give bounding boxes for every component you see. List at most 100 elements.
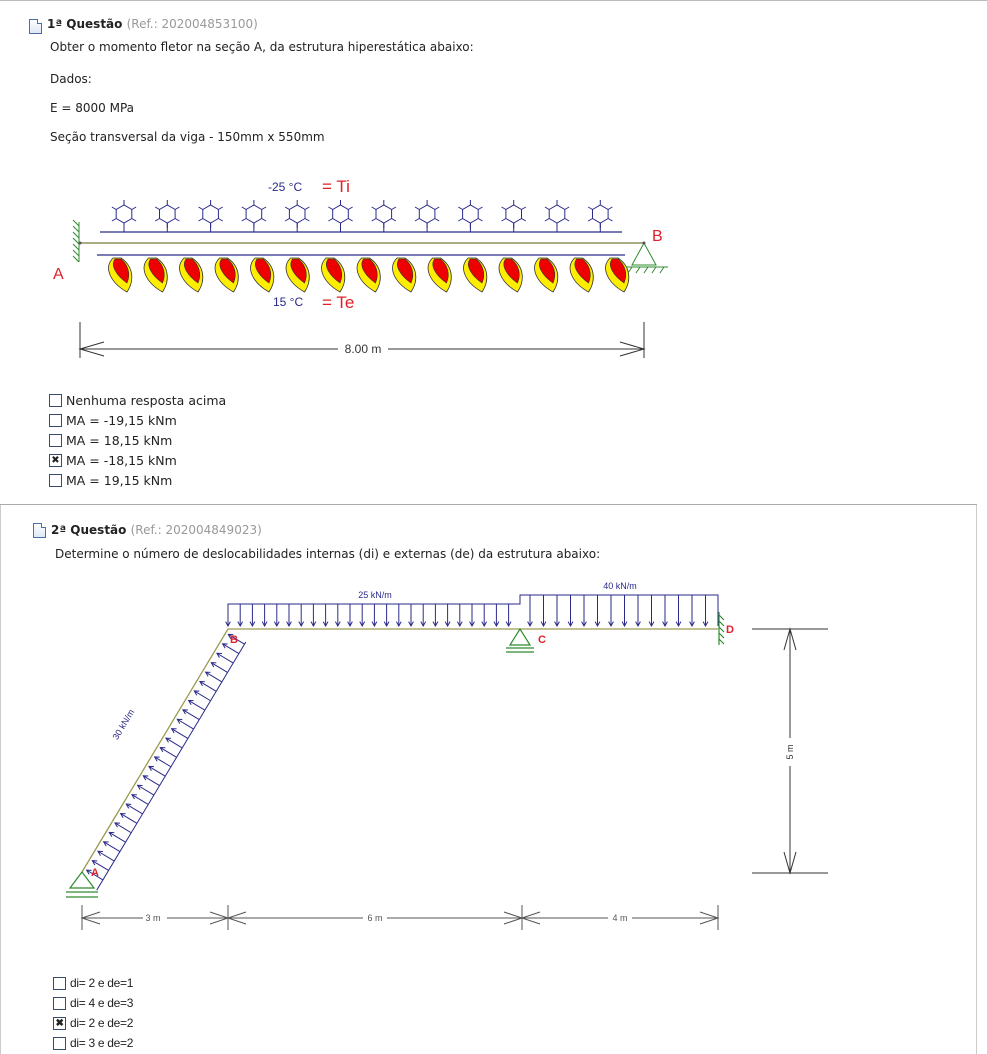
answer-label: di= 4 e de=3 — [70, 996, 134, 1010]
load-arrow — [159, 747, 177, 758]
load-arrow — [359, 604, 366, 628]
node-c-label: C — [538, 634, 546, 646]
answer-checkbox[interactable] — [49, 394, 62, 407]
panel-left-border — [0, 505, 1, 1054]
snowflakes-group — [111, 200, 613, 232]
load-arrow — [420, 604, 427, 628]
load-arrow — [481, 604, 488, 628]
height-dimension — [752, 627, 828, 875]
flame-icon — [285, 257, 310, 293]
answer-checkbox[interactable]: ✖ — [49, 454, 62, 467]
load-arrow — [444, 604, 451, 628]
flame-icon — [143, 257, 168, 293]
snowflake-icon — [198, 200, 223, 232]
load-arrow — [493, 604, 500, 628]
snowflake-icon — [544, 200, 570, 232]
load-arrow — [142, 775, 160, 787]
answer-option[interactable]: ✖ di= 2 e de=2 — [53, 1016, 133, 1030]
answer-option[interactable]: ✖ MA = -18,15 kNm — [49, 453, 177, 468]
load-arrow — [165, 737, 183, 749]
answer-checkbox[interactable]: ✖ — [53, 1016, 66, 1030]
flame-icon — [321, 257, 346, 293]
span-3-label: 4 m — [612, 913, 627, 923]
node-d-label: D — [726, 624, 734, 636]
load-arrow — [125, 803, 143, 815]
panel-right-border — [976, 505, 977, 1054]
answer-option[interactable]: MA = -19,15 kNm — [49, 413, 177, 428]
load-arrow — [153, 756, 172, 768]
span-dimension — [78, 322, 646, 358]
question-statement: Determine o número de deslocabilidades i… — [55, 547, 601, 561]
load-arrow — [371, 604, 378, 628]
load-arrow — [675, 595, 682, 628]
load-arrow — [567, 595, 574, 628]
answer-option[interactable]: Nenhuma resposta acima — [49, 393, 226, 408]
answer-checkbox[interactable] — [49, 434, 62, 447]
answer-label: MA = -18,15 kNm — [66, 453, 177, 468]
load-arrow — [286, 604, 292, 628]
load-arrow — [182, 709, 200, 721]
load-arrow — [187, 699, 206, 711]
load-arrow — [540, 595, 547, 628]
load-arrow — [648, 595, 655, 628]
answer-option[interactable]: MA = 19,15 kNm — [49, 473, 172, 488]
snowflake-icon — [111, 200, 137, 232]
data-modulus: E = 8000 MPa — [50, 101, 135, 115]
load-arrow — [608, 595, 614, 628]
answer-checkbox[interactable] — [49, 474, 62, 487]
answer-option[interactable]: di= 2 e de=1 — [53, 976, 133, 990]
answer-checkbox[interactable] — [53, 976, 66, 990]
question-statement: Obter o momento fletor na seção A, da es… — [50, 40, 474, 54]
answer-checkbox[interactable] — [53, 1036, 66, 1050]
snowflake-icon — [328, 200, 353, 232]
load-arrow — [702, 595, 709, 628]
te-label: = Te — [322, 293, 354, 312]
load-arrow — [408, 604, 414, 628]
flame-icon — [427, 257, 452, 293]
load-arrow — [581, 595, 587, 628]
load-arrow — [689, 595, 695, 628]
load-arrow — [594, 595, 601, 628]
answer-option[interactable]: di= 4 e de=3 — [53, 996, 133, 1010]
snowflake-icon — [414, 200, 440, 232]
data-heading: Dados: — [50, 72, 92, 86]
height-label: 5 m — [785, 744, 795, 759]
answer-label: di= 2 e de=2 — [70, 1016, 134, 1030]
load-cd-label: 40 kN/m — [603, 581, 637, 591]
ti-value: -25 °C — [268, 180, 302, 194]
load-arrow — [119, 813, 138, 824]
load-arrow — [261, 604, 268, 628]
load-arrow — [131, 794, 149, 805]
node-b-label: B — [652, 228, 663, 245]
answer-label: MA = 18,15 kNm — [66, 433, 173, 448]
flame-icon — [569, 257, 594, 293]
load-arrow — [221, 643, 240, 655]
span-2-label: 6 m — [367, 913, 382, 923]
load-arrow — [170, 728, 189, 739]
question-divider — [0, 504, 977, 505]
load-bc-label: 25 kN/m — [358, 590, 392, 600]
flame-icon — [108, 257, 133, 293]
answer-option[interactable]: di= 3 e de=2 — [53, 1036, 133, 1050]
load-arrow — [108, 831, 126, 843]
answer-checkbox[interactable] — [53, 996, 66, 1010]
load-arrow — [395, 604, 402, 628]
load-arrow — [102, 841, 121, 853]
flame-icon — [392, 257, 417, 293]
load-arrow — [347, 604, 353, 628]
flame-icon — [534, 257, 559, 293]
load-arrow — [199, 680, 217, 692]
load-arrow — [148, 765, 166, 777]
load-arrow — [273, 604, 280, 628]
answer-label: di= 3 e de=2 — [70, 1036, 134, 1050]
load-arrow — [114, 822, 132, 834]
load-arrow — [635, 595, 641, 628]
load-arrow — [216, 652, 234, 664]
node-b-label: B — [230, 634, 238, 646]
answer-option[interactable]: MA = 18,15 kNm — [49, 433, 172, 448]
answer-checkbox[interactable] — [49, 414, 62, 427]
flame-icon — [250, 257, 275, 293]
member-ab — [81, 628, 229, 873]
document-icon — [29, 19, 42, 34]
pinned-support-b — [626, 241, 668, 274]
